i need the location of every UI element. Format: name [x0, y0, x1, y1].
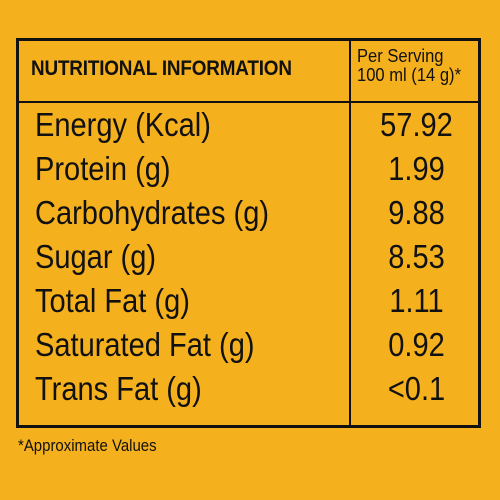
header-divider: [19, 101, 478, 103]
nutrient-label: Sugar (g): [35, 238, 157, 275]
nutrient-value: 9.88: [388, 194, 445, 231]
nutrient-value: 1.99: [388, 150, 445, 187]
nutrient-value: 8.53: [388, 238, 445, 275]
serving-header-line2: 100 ml (14 g)*: [357, 65, 462, 85]
nutrient-rows: Energy (Kcal) 57.92 Protein (g) 1.99 Car…: [19, 103, 478, 411]
nutrition-table: NUTRITIONAL INFORMATION Per Serving 100 …: [16, 38, 481, 428]
nutrient-label: Saturated Fat (g): [35, 326, 255, 363]
nutrient-row-carbohydrates: Carbohydrates (g) 9.88: [19, 191, 478, 235]
nutrient-value: 57.92: [380, 106, 453, 143]
nutrient-row-trans-fat: Trans Fat (g) <0.1: [19, 367, 478, 411]
nutrient-value: 1.11: [389, 282, 444, 319]
nutrient-label: Trans Fat (g): [35, 370, 202, 407]
nutrient-label: Total Fat (g): [35, 282, 190, 319]
table-title: NUTRITIONAL INFORMATION: [31, 57, 292, 80]
serving-header: Per Serving 100 ml (14 g)*: [357, 47, 471, 85]
serving-header-line1: Per Serving: [357, 46, 444, 66]
nutrient-row-total-fat: Total Fat (g) 1.11: [19, 279, 478, 323]
nutrient-value: 0.92: [388, 326, 445, 363]
footnote: *Approximate Values: [18, 436, 157, 455]
nutrient-row-protein: Protein (g) 1.99: [19, 147, 478, 191]
nutrient-label: Protein (g): [35, 150, 171, 187]
nutrient-label: Carbohydrates (g): [35, 194, 270, 231]
nutrient-row-saturated-fat: Saturated Fat (g) 0.92: [19, 323, 478, 367]
nutrient-row-sugar: Sugar (g) 8.53: [19, 235, 478, 279]
nutrient-row-energy: Energy (Kcal) 57.92: [19, 103, 478, 147]
column-divider: [349, 41, 351, 425]
nutrient-label: Energy (Kcal): [35, 106, 211, 143]
nutrient-value: <0.1: [387, 370, 446, 407]
